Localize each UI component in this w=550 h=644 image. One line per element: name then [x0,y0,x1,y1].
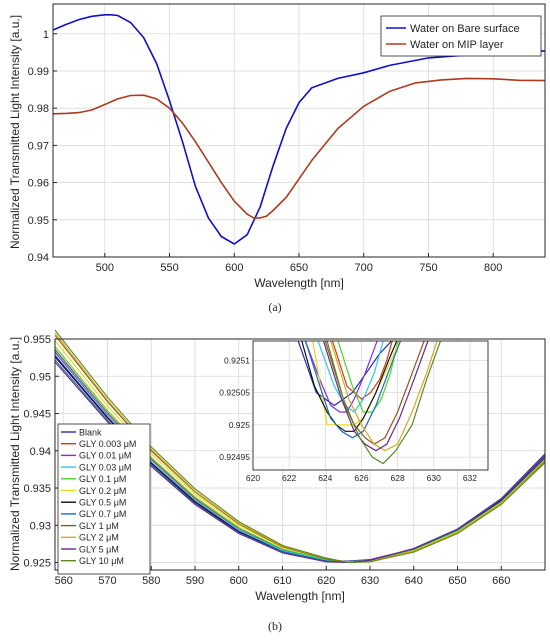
chart-a-ytick-label: 0.95 [28,215,49,227]
chart-b-series-gly-0-1-m [54,346,546,563]
chart-b-inset-ytick-label: 0.9251 [224,355,250,365]
chart-b-ytick-label: 0.955 [23,334,51,346]
chart-b-legend-label-gly-0-7-m: GLY 0.7 μM [79,509,126,519]
chart-a-xlabel: Wavelength [nm] [254,276,344,290]
chart-b-legend-label-gly-0-03-m: GLY 0.03 μM [79,462,131,472]
chart-b-legend-label-blank: Blank [79,427,102,437]
chart-b-legend-label-gly-0-01-m: GLY 0.01 μM [79,451,131,461]
chart-b-ticks: 560 570 580 590 600 610 620 630 640 650 660 0.925 0.… [23,334,510,587]
chart-a-ytick-label: 0.97 [28,140,49,152]
chart-b-inset-series-gly-0-5-m [301,341,398,432]
chart-b-inset-series [297,341,442,465]
chart-b-inset-xtick-label: 626 [354,473,368,483]
chart-b-ytick-label: 0.94 [30,446,51,458]
chart-b-inset-series-gly-0-03-m [317,341,384,413]
chart-a-ytick-label: 0.98 [28,103,49,115]
chart-b-xtick-label: 600 [230,575,248,587]
chart-b-xtick-label: 650 [448,575,466,587]
chart-b-legend-label-gly-0-5-m: GLY 0.5 μM [79,498,126,508]
chart-b-legend-label-gly-0-003-m: GLY 0.003 μM [79,439,136,449]
chart-a-ytick-label: 1 [43,29,49,41]
chart-a-ticks: 500 550 600 650 700 750 800 0.94 0.95 0.96 0.97 0.9… [28,29,503,274]
chart-a-xtick-label: 650 [290,262,308,274]
chart-b-ylabel: Normalized Transmitted Light Intensity [… [8,337,22,571]
chart-b-inset-axes [252,340,489,471]
chart-a: 500 550 600 650 700 750 800 0.94 0.95 0.96 0.97 0.9… [8,3,546,314]
chart-b-xtick-label: 580 [142,575,160,587]
chart-b-inset-series-gly-0-003-m [331,341,393,400]
chart-a-legend-label-water-on-mip-layer: Water on MIP layer [410,39,504,51]
chart-a-xtick-label: 550 [160,262,178,274]
chart-b-inset-series-gly-0-2-m [312,341,401,426]
chart-b-legend-label-gly-10-m: GLY 10 μM [79,556,124,566]
chart-b-inset-xtick-label: 630 [427,473,441,483]
chart-b-xlabel: Wavelength [nm] [255,589,345,603]
chart-b-inset-background [253,341,488,470]
chart-a-legend: Water on Bare surface Water on MIP layer [380,15,542,57]
chart-b-inset-ytick-label: 0.92505 [219,388,250,398]
chart-b-inset-xtick-label: 624 [318,473,332,483]
chart-b-axes [54,338,546,571]
chart-b-inset-series-gly-0-7-m [304,341,402,439]
chart-b-series-gly-10-m [54,329,546,564]
chart-b-inset-xtick-label: 620 [246,473,260,483]
chart-b-ytick-label: 0.945 [23,409,51,421]
chart-a-ylabel: Normalized Transmitted Light Intensity [… [8,15,22,249]
chart-b-inset-xtick-label: 622 [282,473,296,483]
chart-a-legend-label-water-on-bare-surface: Water on Bare surface [410,23,520,35]
chart-a-xtick-label: 600 [225,262,243,274]
chart-b-legend-label-gly-1-m: GLY 1 μM [79,521,119,531]
chart-b: 560 570 580 590 600 610 620 630 640 650 660 0.925 0.… [8,329,546,633]
chart-b-series [54,329,546,564]
chart-b-legend-label-gly-5-m: GLY 5 μM [79,544,119,554]
chart-b-series-gly-0-7-m [54,359,546,564]
chart-b-legend-label-gly-0-2-m: GLY 0.2 μM [79,486,126,496]
chart-b-ytick-label: 0.95 [30,371,51,383]
chart-a-xtick-label: 800 [484,262,502,274]
chart-b-ytick-label: 0.93 [30,520,51,532]
chart-b-inset: 620 622 624 626 628 630 632 0.92495 0.925 0.92505… [219,340,489,483]
chart-b-xtick-label: 660 [492,575,510,587]
chart-a-legend-box [380,15,542,57]
chart-a-series [52,14,546,245]
chart-b-ytick-label: 0.935 [23,483,51,495]
chart-b-inset-xtick-label: 632 [463,473,477,483]
chart-b-xtick-label: 570 [98,575,116,587]
chart-b-inset-series-gly-2-m [330,341,438,452]
chart-b-ytick-label: 0.925 [23,558,51,570]
chart-a-ytick-label: 0.96 [28,178,49,190]
chart-b-xtick-label: 560 [55,575,73,587]
chart-b-inset-series-gly-0-01-m [304,341,378,413]
chart-b-xtick-label: 640 [405,575,423,587]
chart-b-caption: (b) [268,619,282,633]
chart-b-inset-xtick-label: 628 [391,473,405,483]
chart-b-legend-label-gly-0-1-m: GLY 0.1 μM [79,474,126,484]
chart-b-xtick-label: 630 [361,575,379,587]
chart-b-inset-ytick-label: 0.92495 [219,452,250,462]
chart-b-legend-label-gly-2-m: GLY 2 μM [79,533,119,543]
chart-a-xtick-label: 500 [96,262,114,274]
chart-a-xtick-label: 750 [419,262,437,274]
chart-a-xtick-label: 700 [355,262,373,274]
chart-b-inset-series-gly-5-m [322,341,429,452]
chart-a-caption: (a) [268,300,281,314]
chart-b-xtick-label: 620 [317,575,335,587]
chart-a-ytick-label: 0.94 [28,252,49,264]
chart-a-ytick-label: 0.99 [28,66,49,78]
chart-b-inset-series-gly-10-m [326,341,442,465]
chart-b-xtick-label: 610 [273,575,291,587]
chart-a-series-water-on-mip-layer [52,77,546,219]
chart-b-series-gly-5-m [54,361,546,564]
chart-b-xtick-label: 590 [186,575,204,587]
chart-b-inset-ytick-label: 0.925 [229,420,251,430]
chart-a-series-water-on-bare-surface [52,14,546,245]
